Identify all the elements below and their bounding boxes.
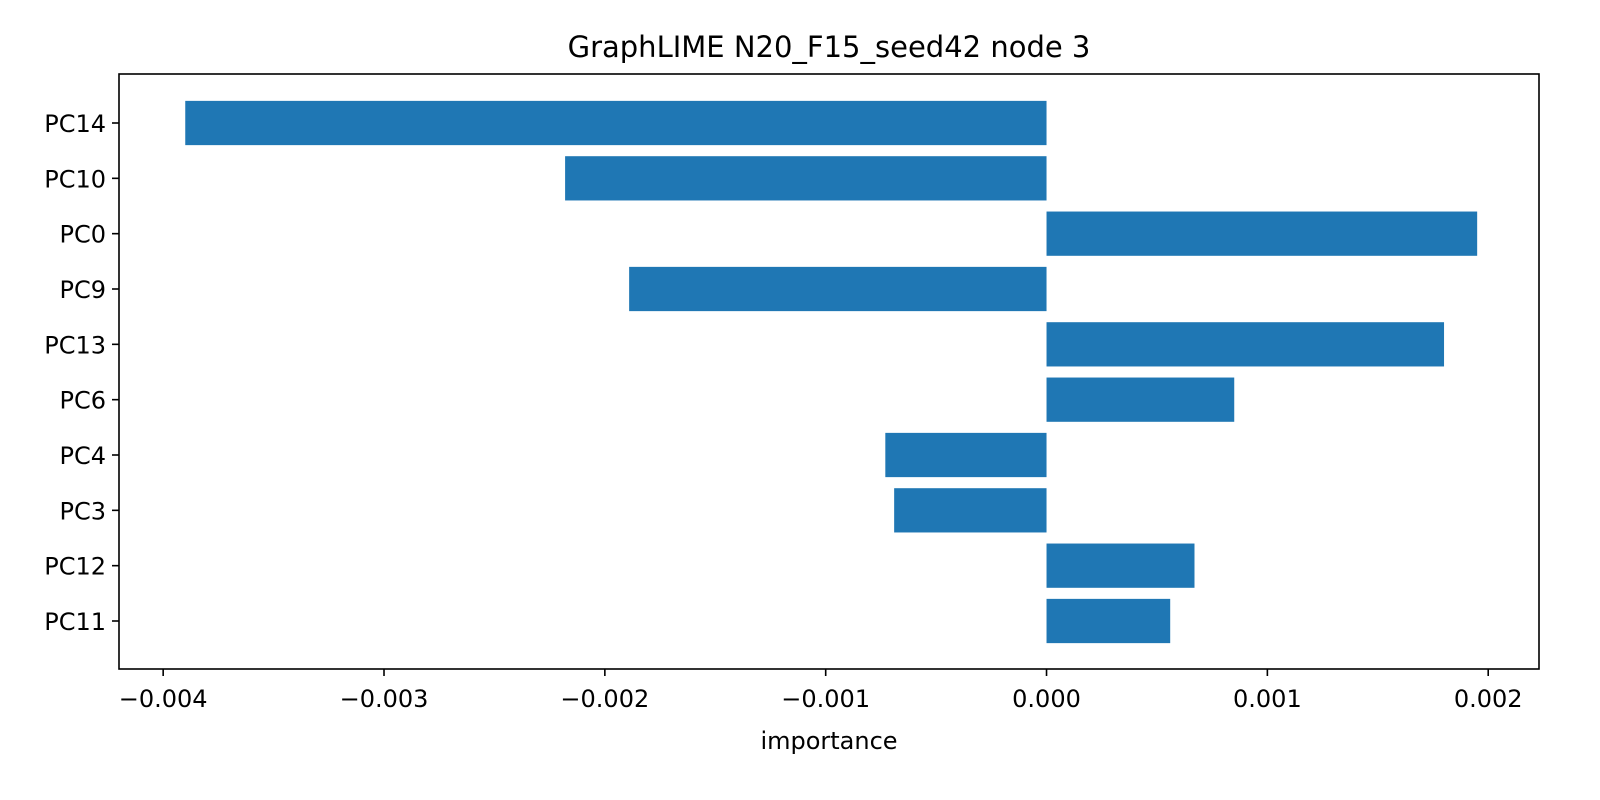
x-tick-label: −0.002 bbox=[560, 685, 649, 713]
x-tick-label: −0.003 bbox=[340, 685, 429, 713]
x-tick-label: 0.002 bbox=[1454, 685, 1523, 713]
plot-frame bbox=[118, 73, 1540, 670]
bar-pc9 bbox=[629, 266, 1047, 312]
bar-pc3 bbox=[894, 488, 1047, 533]
bar-pc12 bbox=[1046, 543, 1195, 588]
x-tick-label: −0.004 bbox=[119, 685, 208, 713]
bar-pc14 bbox=[185, 100, 1047, 146]
y-tick-label: PC6 bbox=[60, 387, 107, 415]
y-tick-label: PC3 bbox=[60, 497, 107, 525]
y-tick-label: PC0 bbox=[60, 221, 107, 249]
bar-pc11 bbox=[1046, 598, 1171, 644]
y-axis: PC14 PC10 PC0 PC9 PC13 PC6 PC4 PC3 PC12 PC11 bbox=[44, 110, 119, 636]
x-tick-label: 0.000 bbox=[1012, 685, 1081, 713]
y-tick-label: PC4 bbox=[60, 442, 107, 470]
x-axis-label: importance bbox=[760, 727, 897, 755]
x-tick-label: −0.001 bbox=[781, 685, 870, 713]
bar-pc13 bbox=[1046, 322, 1445, 367]
bars-group bbox=[185, 100, 1478, 644]
bar-pc0 bbox=[1046, 211, 1478, 256]
bar-pc4 bbox=[885, 432, 1047, 478]
y-tick-label: PC14 bbox=[44, 110, 106, 138]
y-tick-label: PC10 bbox=[44, 165, 106, 193]
y-tick-label: PC13 bbox=[44, 331, 106, 359]
bar-pc6 bbox=[1046, 377, 1235, 422]
y-tick-label: PC11 bbox=[44, 608, 106, 636]
y-tick-label: PC9 bbox=[60, 276, 107, 304]
x-tick-label: 0.001 bbox=[1233, 685, 1302, 713]
y-tick-label: PC12 bbox=[44, 553, 106, 581]
bar-pc10 bbox=[565, 156, 1047, 201]
x-axis: −0.004 −0.003 −0.002 −0.001 0.000 0.001 0.002 bbox=[119, 669, 1523, 713]
chart-title: GraphLIME N20_F15_seed42 node 3 bbox=[568, 30, 1091, 64]
